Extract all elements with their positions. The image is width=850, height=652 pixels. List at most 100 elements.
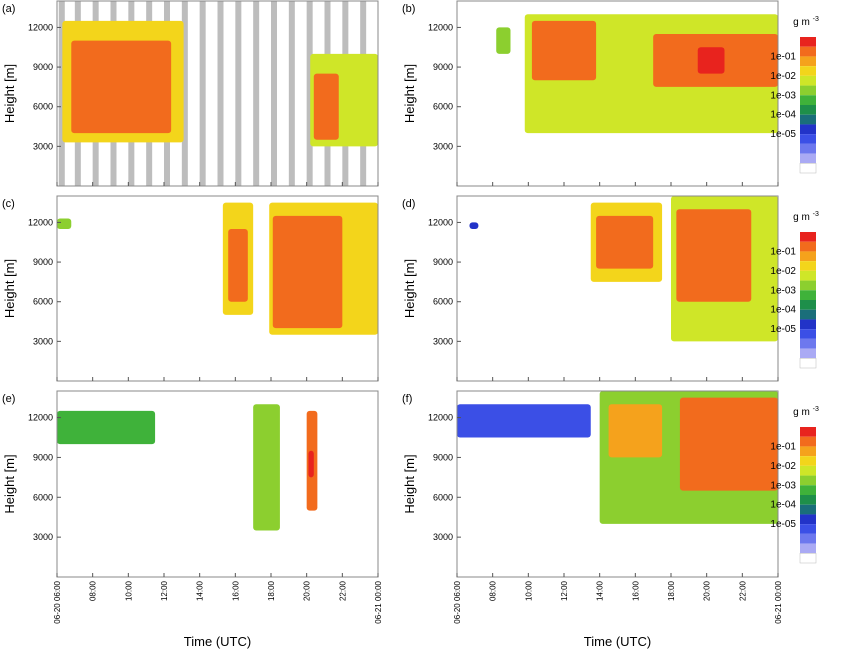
colorbar-unit: g m -3	[793, 211, 819, 223]
colorbar-swatch	[800, 37, 816, 47]
data-region-c	[272, 215, 343, 329]
colorbar-label: 1e-02	[770, 461, 796, 472]
colorbar-swatch	[800, 524, 816, 534]
x-tick-label: 12:00	[560, 580, 569, 601]
x-tick-label: 20:00	[703, 580, 712, 601]
colorbar-unit-exponent: -3	[813, 406, 819, 413]
colorbar-swatch	[799, 163, 817, 174]
gap-bar-a	[271, 1, 277, 186]
data-region-a	[313, 73, 339, 140]
y-axis-title: Height [m]	[402, 64, 417, 123]
gap-bar-a	[181, 1, 188, 186]
y-tick-label: 9000	[433, 452, 453, 462]
x-tick-label: 06-20 06:00	[453, 580, 462, 623]
colorbar-swatch	[800, 465, 816, 476]
data-region-f	[679, 397, 778, 491]
colorbar-swatch	[800, 319, 816, 330]
colorbar-unit: g m -3	[793, 16, 819, 28]
plot-frame-d	[456, 195, 779, 382]
colorbar-unit-exponent: -3	[813, 16, 819, 23]
colorbar-swatch	[800, 270, 816, 281]
y-axis-title: Height [m]	[402, 259, 417, 318]
colorbar-swatch	[800, 348, 816, 359]
y-axis-title: Height [m]	[402, 454, 417, 513]
x-tick-label: 14:00	[196, 580, 205, 601]
colorbar-label: 1e-04	[770, 305, 796, 316]
colorbar-swatch	[800, 280, 816, 291]
y-tick-label: 6000	[433, 102, 453, 112]
y-tick-label: 6000	[33, 102, 53, 112]
y-tick-label: 6000	[433, 297, 453, 307]
panel-label-d: (d)	[402, 198, 415, 210]
y-tick-label: 3000	[433, 141, 453, 151]
panel-label-f: (f)	[402, 393, 412, 405]
colorbar-label: 1e-05	[770, 324, 796, 335]
colorbar-label: 1e-01	[770, 51, 796, 62]
colorbar-label: 1e-03	[770, 90, 796, 101]
x-axis-title: Time (UTC)	[184, 634, 251, 649]
x-tick-label: 10:00	[524, 580, 533, 601]
colorbar-swatch	[799, 358, 817, 369]
y-tick-label: 3000	[33, 336, 53, 346]
y-tick-label: 12000	[28, 217, 53, 227]
data-region-d	[596, 215, 654, 269]
data-region-c	[228, 229, 248, 302]
x-tick-label: 16:00	[231, 580, 240, 601]
colorbar-swatch	[800, 300, 816, 310]
colorbar-swatch	[800, 290, 816, 300]
plot-frame-a	[56, 0, 379, 187]
x-tick-label: 14:00	[596, 580, 605, 601]
data-region-b	[531, 20, 597, 81]
x-axis-title: Time (UTC)	[584, 634, 651, 649]
colorbar-swatch	[800, 543, 816, 554]
colorbar-label: 1e-04	[770, 500, 796, 511]
panel-label-e: (e)	[2, 393, 15, 405]
plot-frame-f	[456, 390, 779, 578]
data-region-b	[697, 47, 725, 74]
x-tick-label: 06-21 00:00	[774, 580, 783, 623]
x-tick-label: 22:00	[738, 580, 747, 601]
colorbar-swatch	[800, 56, 816, 67]
data-region-d	[676, 209, 752, 302]
y-tick-label: 9000	[433, 62, 453, 72]
x-tick-label: 06-21 00:00	[374, 580, 383, 623]
colorbar-swatch	[800, 105, 816, 115]
colorbar-swatch	[800, 124, 816, 135]
y-axis-title: Height [m]	[2, 64, 17, 123]
x-tick-label: 18:00	[267, 580, 276, 601]
y-tick-label: 6000	[33, 297, 53, 307]
gap-bar-a	[217, 1, 224, 186]
colorbar-swatch	[800, 251, 816, 262]
data-region-b	[496, 27, 511, 54]
y-axis-title: Height [m]	[2, 454, 17, 513]
colorbar-swatch	[800, 134, 816, 144]
colorbar-unit: g m -3	[793, 406, 819, 418]
y-tick-label: 12000	[428, 413, 453, 423]
y-tick-label: 12000	[28, 22, 53, 32]
colorbar-swatch	[800, 241, 816, 252]
colorbar-swatch	[800, 514, 816, 525]
gap-bar-a	[253, 1, 260, 186]
data-region-e	[308, 450, 314, 478]
x-tick-label: 08:00	[489, 580, 498, 601]
data-region-c	[57, 218, 72, 230]
colorbar-swatch	[800, 329, 816, 339]
plot-frame-c	[56, 195, 379, 382]
colorbar-label: 1e-02	[770, 71, 796, 82]
x-tick-label: 08:00	[89, 580, 98, 601]
colorbar-swatch	[800, 153, 816, 164]
data-region-f	[608, 404, 663, 458]
plot-frame-b	[456, 0, 779, 187]
colorbar-label: 1e-03	[770, 285, 796, 296]
colorbar-swatch	[800, 338, 816, 349]
y-tick-label: 6000	[33, 492, 53, 502]
colorbar-swatch	[800, 456, 816, 466]
colorbar-label: 1e-01	[770, 441, 796, 452]
colorbar-swatch	[800, 143, 816, 154]
y-axis-title: Height [m]	[2, 259, 17, 318]
colorbar-swatch	[800, 46, 816, 57]
data-region-a	[71, 40, 172, 134]
y-tick-label: 12000	[28, 413, 53, 423]
gap-bar-a	[288, 1, 295, 186]
y-tick-label: 3000	[33, 141, 53, 151]
